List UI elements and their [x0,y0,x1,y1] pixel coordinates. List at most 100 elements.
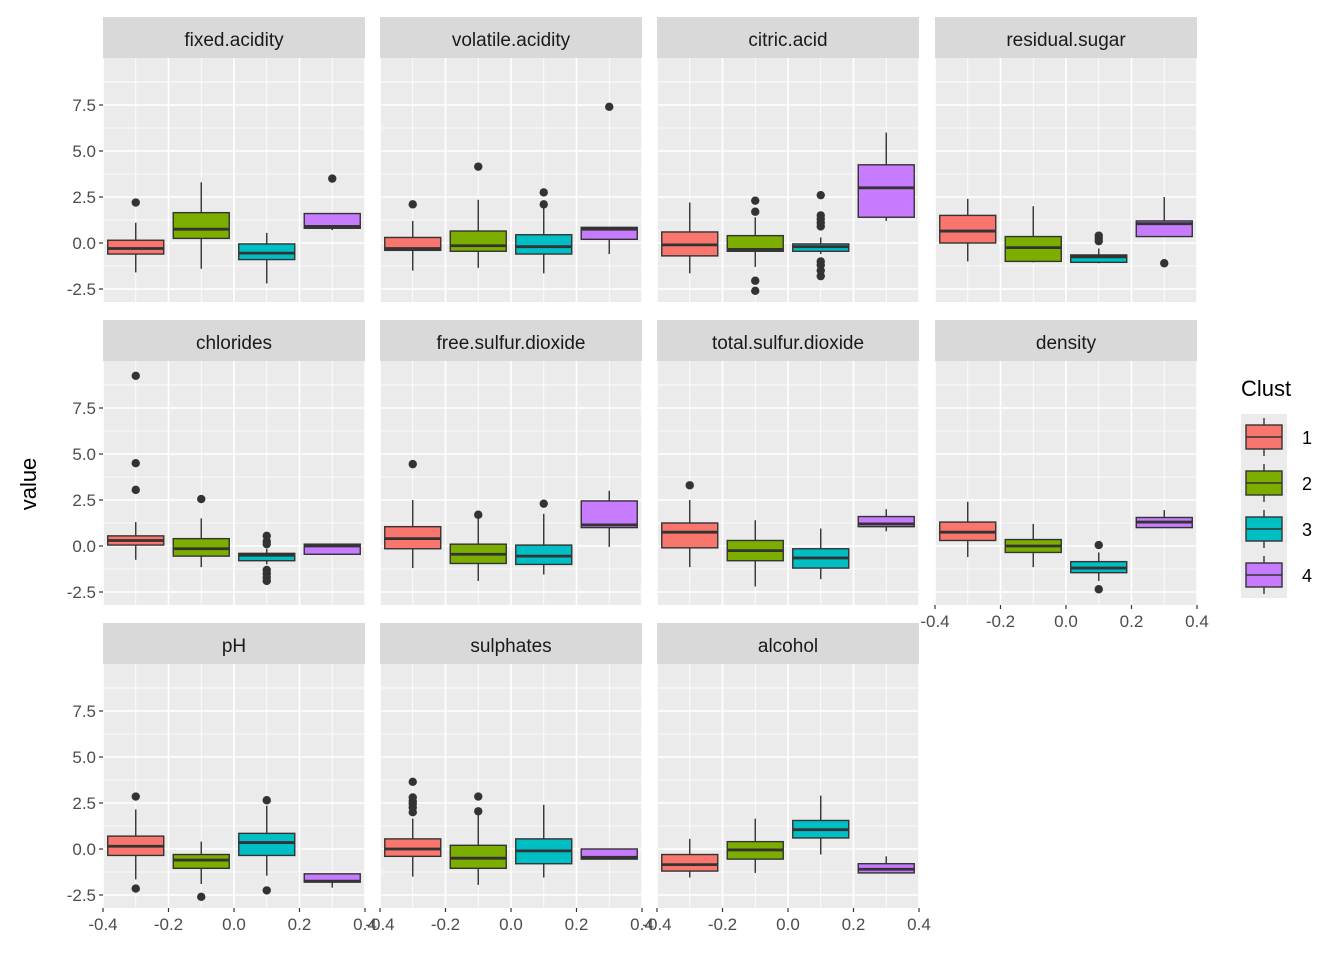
boxplot-cluster-4 [580,102,638,255]
x-tick-label: -0.2 [708,915,737,934]
y-tick-label: -2.5 [67,886,96,905]
boxplot-cluster-3 [792,528,850,580]
boxplot-cluster-2 [726,196,784,296]
boxplot-cluster-1 [661,481,719,568]
outlier-point [685,481,694,490]
box-iqr [303,212,361,229]
boxplot-cluster-1 [107,371,165,560]
x-tick-label: -0.4 [642,915,671,934]
outlier-point [408,459,417,469]
y-tick-label: 0.0 [72,537,96,556]
boxplot-cluster-4 [580,848,638,860]
boxplot-cluster-4 [580,490,638,547]
outlier-point [474,807,483,816]
outlier-point [816,211,825,220]
legend-label: 2 [1302,474,1312,494]
outlier-point [605,102,614,112]
facet-strip-label: density [1036,333,1097,354]
boxplot-cluster-3 [238,232,296,284]
box-iqr [726,234,784,252]
facet-panel-sulphates: sulphates -0.4 -0.2 0.0 0.2 0.4 [365,623,654,934]
box-iqr [238,552,296,562]
box-iqr [939,214,997,244]
y-tick-label: 2.5 [72,491,96,510]
boxplot-cluster-4 [303,873,361,888]
facet-panel-residual-sugar: residual.sugar [934,17,1198,302]
box-iqr [172,211,230,240]
legend-keys: 1 2 3 4 [1245,418,1312,594]
x-tick-label: -0.2 [154,915,183,934]
y-tick-label: 0.0 [72,234,96,253]
boxplot-cluster-3 [792,190,850,281]
boxplot-cluster-1 [939,198,997,262]
box-iqr [661,853,719,872]
y-tick-label: 7.5 [72,96,96,115]
boxplot-cluster-4 [1135,510,1193,529]
facet-panel-alcohol: alcohol -0.4 -0.2 0.0 0.2 0.4 [642,623,931,934]
outlier-point [474,510,483,519]
facet-panel-total-sulfur-dioxide: total.sulfur.dioxide [656,320,920,605]
boxplot-cluster-4 [303,174,361,231]
outlier-point [539,200,548,209]
outlier-point [751,286,760,296]
x-tick-label: 0.2 [565,915,589,934]
boxplot-cluster-3 [515,804,573,878]
box-iqr [515,234,573,255]
facet-panel-chlorides: chlorides -2.5 0.0 2.5 5.0 7.5 [67,320,366,605]
outlier-point [262,576,271,586]
boxplot-cluster-3 [792,795,850,855]
y-tick-label: 5.0 [72,748,96,767]
outlier-point [751,196,760,205]
boxplot-cluster-2 [726,818,784,873]
x-tick-label: 0.4 [907,915,931,934]
legend-label: 1 [1302,428,1312,448]
y-tick-label: 2.5 [72,794,96,813]
legend-key-3: 3 [1245,510,1312,548]
outlier-point [474,792,483,801]
outlier-point [816,190,825,200]
facet-strip-label: fixed.acidity [184,30,284,51]
x-tick-label: 0.0 [1054,612,1078,631]
x-tick-label: 0.2 [842,915,866,934]
facet-panel-density: density -0.4 -0.2 0.0 0.2 0.4 [920,320,1209,631]
legend-key-4: 4 [1245,556,1312,594]
boxplot-cluster-1 [384,459,442,569]
boxplot-cluster-1 [384,200,442,271]
facet-strip-label: alcohol [758,636,818,657]
box-iqr [1070,254,1128,264]
boxplot-cluster-3 [238,531,296,586]
y-tick-label: -2.5 [67,280,96,299]
facet-strip [935,320,1197,361]
boxplot-cluster-4 [857,132,915,221]
facet-strip-label: citric.acid [748,30,827,51]
boxplot-cluster-3 [238,796,296,895]
x-tick-label: -0.4 [88,915,117,934]
outlier-point [1094,540,1103,550]
boxplot-cluster-2 [726,520,784,587]
boxplot-cluster-2 [449,510,507,581]
boxplot-cluster-1 [661,202,719,274]
legend: Clust 1 2 3 4 [1241,376,1312,598]
box-iqr [580,500,638,529]
boxplot-cluster-1 [384,777,442,877]
outlier-point [197,892,206,902]
facet-strip [380,320,642,361]
boxplot-cluster-1 [661,838,719,878]
legend-title: Clust [1241,376,1291,401]
facet-panel-pH: pH -2.5 0.0 2.5 5.0 7.5 -0.4 -0.2 0.0 0.2 0.4 [67,623,377,934]
box-iqr [238,832,296,857]
boxplot-cluster-3 [1070,540,1128,594]
facet-strip-label: total.sulfur.dioxide [712,333,864,354]
outlier-point [539,499,548,508]
box-iqr [580,226,638,241]
facet-strip [103,17,365,58]
facet-strip [103,623,365,664]
facet-strip [657,320,919,361]
legend-key-2: 2 [1245,464,1312,502]
facet-strip [103,320,365,361]
outlier-point [131,371,140,380]
facet-strip-label: residual.sugar [1006,30,1126,51]
box-iqr [449,230,507,252]
boxplot-cluster-4 [857,856,915,874]
outlier-point [408,777,417,787]
